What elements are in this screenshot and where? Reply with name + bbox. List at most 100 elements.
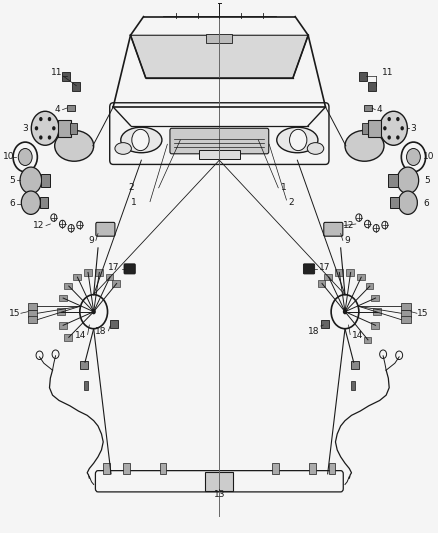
Bar (371, 322, 379, 328)
Text: 3: 3 (22, 124, 28, 133)
Circle shape (388, 135, 391, 140)
Bar (112, 280, 120, 287)
Text: 5: 5 (9, 176, 15, 185)
Text: 4: 4 (54, 105, 60, 114)
Bar (28, 303, 37, 310)
Bar (401, 310, 411, 317)
Bar (64, 334, 72, 341)
Circle shape (39, 135, 42, 140)
Bar (401, 303, 411, 310)
Bar (28, 317, 37, 324)
Bar (309, 463, 316, 474)
Ellipse shape (345, 131, 384, 161)
Bar (106, 274, 113, 280)
Bar (28, 310, 37, 317)
Text: 9: 9 (88, 237, 94, 246)
Bar (72, 82, 80, 91)
Circle shape (364, 220, 371, 228)
Text: 5: 5 (424, 176, 430, 185)
Bar (64, 283, 72, 289)
Circle shape (388, 117, 391, 121)
Bar (63, 72, 70, 81)
Text: 17: 17 (108, 263, 120, 272)
Circle shape (383, 126, 387, 131)
Ellipse shape (307, 143, 324, 155)
Bar (368, 120, 381, 137)
Circle shape (396, 117, 399, 121)
Circle shape (52, 350, 59, 359)
Circle shape (77, 221, 83, 229)
Text: 10: 10 (423, 152, 434, 161)
Bar (318, 280, 325, 287)
Text: 15: 15 (417, 309, 428, 318)
Bar (373, 309, 381, 315)
Circle shape (380, 350, 387, 359)
FancyBboxPatch shape (96, 222, 115, 236)
Circle shape (331, 295, 359, 329)
Bar (351, 361, 359, 368)
Text: 1: 1 (281, 183, 286, 192)
Bar (351, 381, 354, 390)
Circle shape (35, 126, 38, 131)
Text: 2: 2 (128, 183, 134, 192)
Circle shape (290, 130, 307, 151)
Circle shape (406, 149, 420, 165)
Bar (59, 322, 67, 328)
Circle shape (39, 117, 42, 121)
Bar (73, 274, 81, 280)
Bar (58, 120, 71, 137)
Ellipse shape (55, 131, 94, 161)
FancyBboxPatch shape (95, 471, 343, 492)
Text: 17: 17 (319, 263, 331, 272)
Text: 6: 6 (9, 199, 15, 208)
Ellipse shape (115, 143, 131, 155)
Bar (95, 269, 103, 276)
Text: 4: 4 (376, 105, 382, 114)
Bar (335, 269, 343, 276)
Bar (272, 463, 279, 474)
Bar (123, 463, 130, 474)
Bar (359, 72, 367, 81)
Bar (39, 197, 48, 208)
Circle shape (356, 214, 362, 221)
Bar (67, 105, 74, 111)
Circle shape (398, 191, 417, 214)
Circle shape (52, 126, 56, 131)
Circle shape (92, 309, 96, 314)
Text: 15: 15 (8, 309, 20, 318)
Circle shape (20, 167, 42, 193)
Circle shape (51, 214, 57, 221)
Bar (401, 317, 411, 324)
Text: 12: 12 (33, 221, 44, 230)
Text: 11: 11 (382, 68, 393, 77)
FancyBboxPatch shape (324, 222, 343, 236)
Bar (328, 463, 336, 474)
Bar (205, 472, 233, 491)
Bar (159, 463, 166, 474)
Bar (357, 274, 365, 280)
Circle shape (48, 117, 51, 121)
Bar (57, 309, 65, 315)
Bar (110, 320, 118, 328)
Circle shape (132, 130, 149, 151)
Text: 13: 13 (214, 489, 225, 498)
Text: 14: 14 (74, 331, 86, 340)
Circle shape (401, 142, 426, 172)
Circle shape (48, 135, 51, 140)
Text: 11: 11 (51, 68, 63, 77)
Polygon shape (131, 35, 308, 78)
Bar (391, 197, 399, 208)
Circle shape (382, 221, 388, 229)
FancyBboxPatch shape (110, 103, 329, 165)
Text: 1: 1 (131, 198, 137, 207)
Bar (364, 337, 371, 343)
Circle shape (31, 111, 59, 146)
Text: 18: 18 (307, 327, 319, 336)
Bar (366, 283, 373, 289)
Bar (362, 123, 368, 134)
Circle shape (13, 142, 37, 172)
Circle shape (68, 224, 74, 232)
Ellipse shape (121, 127, 162, 153)
Text: 3: 3 (410, 124, 416, 133)
Bar (59, 295, 67, 301)
